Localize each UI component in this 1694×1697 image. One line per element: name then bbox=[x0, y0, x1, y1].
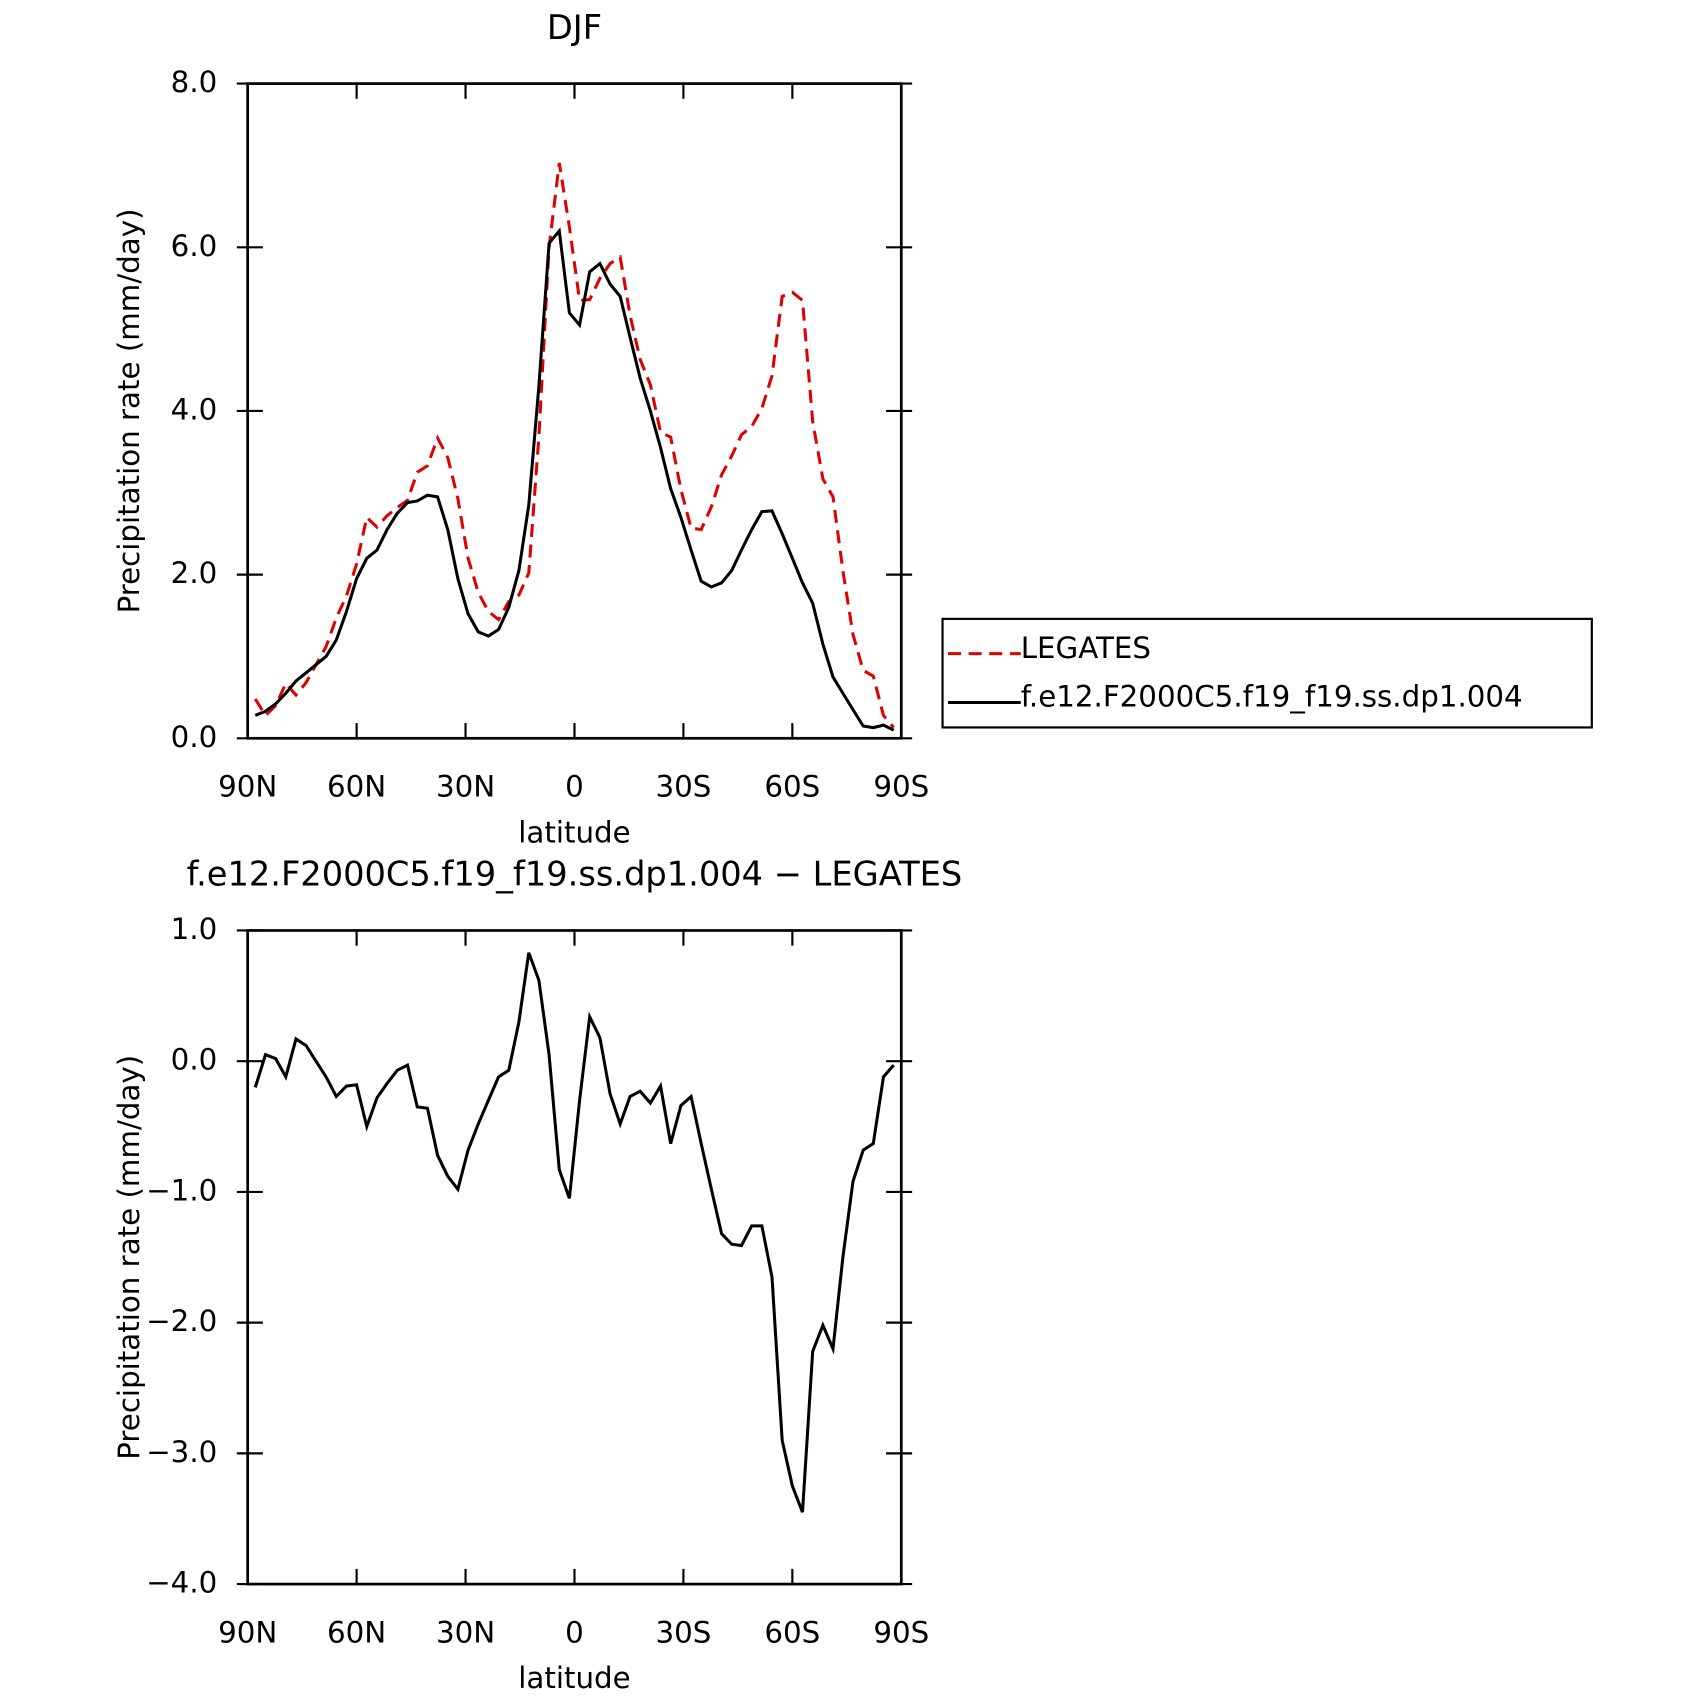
y-tick-label: 2.0 bbox=[171, 556, 218, 590]
y-tick-label: 0.0 bbox=[171, 720, 218, 754]
x-tick-label: 90N bbox=[218, 1616, 277, 1650]
x-axis-label: latitude bbox=[518, 1661, 630, 1695]
legend-label: f.e12.F2000C5.f19_f19.ss.dp1.004 bbox=[1021, 680, 1523, 714]
x-tick-label: 60S bbox=[764, 770, 820, 804]
x-tick-label: 30N bbox=[436, 770, 495, 804]
x-tick-label: 90S bbox=[873, 1616, 929, 1650]
plot-frame bbox=[246, 929, 903, 1586]
x-tick-label: 30S bbox=[655, 1616, 711, 1650]
y-tick-label: 8.0 bbox=[171, 65, 218, 99]
x-tick-label: 90N bbox=[218, 770, 277, 804]
y-tick-label: −4.0 bbox=[146, 1566, 217, 1600]
data-line bbox=[253, 162, 895, 729]
y-tick-label: 1.0 bbox=[171, 912, 218, 946]
legend-box bbox=[941, 617, 1593, 729]
y-axis-label: Precipitation rate (mm/day) bbox=[112, 208, 146, 613]
x-axis-label: latitude bbox=[518, 815, 630, 849]
y-tick-label: −3.0 bbox=[146, 1435, 217, 1469]
y-tick-label: 4.0 bbox=[171, 392, 218, 426]
y-tick-label: 0.0 bbox=[171, 1043, 218, 1077]
x-tick-label: 60N bbox=[327, 770, 386, 804]
x-tick-label: 60S bbox=[764, 1616, 820, 1650]
plot-frame bbox=[246, 82, 903, 740]
x-tick-label: 30S bbox=[655, 770, 711, 804]
y-tick-label: 6.0 bbox=[171, 229, 218, 263]
x-tick-label: 90S bbox=[873, 770, 929, 804]
data-line bbox=[253, 952, 895, 1513]
x-tick-label: 0 bbox=[565, 770, 584, 804]
y-tick-label: −1.0 bbox=[146, 1173, 217, 1207]
chart-title: f.e12.F2000C5.f19_f19.ss.dp1.004 − LEGAT… bbox=[187, 855, 963, 894]
chart-title: DJF bbox=[547, 8, 602, 47]
x-tick-label: 0 bbox=[565, 1616, 584, 1650]
data-line bbox=[254, 227, 895, 732]
x-tick-label: 30N bbox=[436, 1616, 495, 1650]
x-tick-label: 60N bbox=[327, 1616, 386, 1650]
y-axis-label: Precipitation rate (mm/day) bbox=[112, 1055, 146, 1460]
y-tick-label: −2.0 bbox=[146, 1304, 217, 1338]
legend-label: LEGATES bbox=[1021, 631, 1151, 665]
